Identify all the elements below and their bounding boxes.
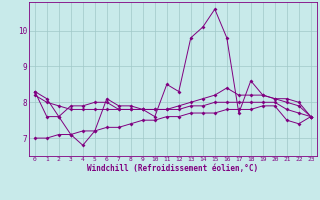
X-axis label: Windchill (Refroidissement éolien,°C): Windchill (Refroidissement éolien,°C) — [87, 164, 258, 173]
